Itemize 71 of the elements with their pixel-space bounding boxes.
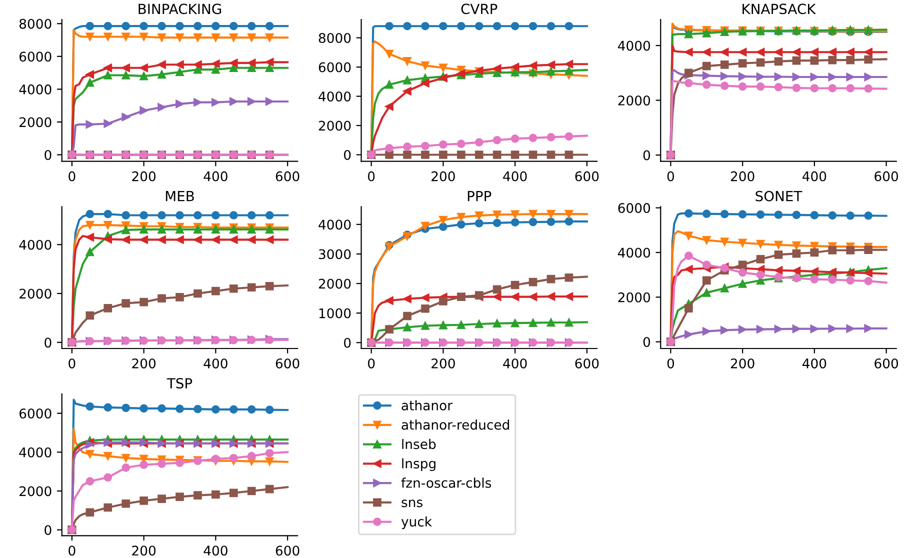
chart-title: TSP — [166, 378, 192, 389]
x-tick-label: 200 — [432, 358, 455, 368]
x-tick-label: 400 — [204, 546, 228, 556]
x-tick-label: 200 — [132, 546, 156, 556]
legend-label: fzn-oscar-cbls — [401, 478, 492, 488]
y-tick-label: 2000 — [618, 292, 650, 302]
x-tick-label: 600 — [575, 358, 599, 368]
y-tick-label: 0 — [44, 338, 52, 348]
y-tick-label: 2000 — [20, 288, 52, 299]
x-tick-label: 400 — [204, 171, 228, 182]
x-tick-label: 200 — [132, 171, 156, 182]
y-tick-label: 0 — [344, 150, 351, 160]
x-tick-label: 0 — [368, 171, 375, 182]
chart-title: SONET — [756, 190, 802, 202]
legend-label: sns — [402, 500, 422, 508]
x-tick-label: 200 — [730, 171, 754, 182]
x-tick-label: 400 — [802, 358, 826, 368]
y-tick-label: 4000 — [618, 40, 650, 51]
x-tick-label: 600 — [276, 546, 300, 556]
y-tick-label: 0 — [44, 150, 52, 160]
x-tick-label: 600 — [575, 171, 599, 182]
y-tick-label: 0 — [344, 338, 351, 348]
y-tick-label: 2000 — [20, 486, 52, 496]
y-tick-label: 4000 — [19, 84, 52, 94]
chart-title: MEB — [166, 191, 194, 202]
y-tick-label: 0 — [44, 525, 52, 536]
x-tick-label: 400 — [503, 358, 527, 368]
chart-title: KNAPSACK — [742, 4, 816, 14]
y-tick-label: 0 — [643, 337, 650, 348]
y-tick-label: 8000 — [318, 33, 351, 44]
y-tick-label: 6000 — [618, 203, 650, 214]
x-tick-label: 600 — [874, 358, 898, 368]
y-tick-label: 4000 — [19, 240, 52, 250]
legend-label: athanor-reduced — [402, 420, 509, 430]
x-tick-label: 400 — [503, 171, 527, 182]
x-tick-label: 0 — [368, 358, 375, 368]
x-tick-label: 600 — [276, 358, 300, 368]
y-tick-label: 4000 — [19, 447, 52, 458]
y-tick-label: 2000 — [318, 278, 351, 289]
x-tick-label: 400 — [204, 358, 228, 368]
x-tick-label: 0 — [68, 546, 76, 556]
legend-label: athanor — [402, 400, 453, 410]
chart-title: CVRP — [461, 4, 498, 14]
legend-label: lnspg — [402, 458, 436, 472]
y-tick-label: 4000 — [618, 248, 650, 258]
x-tick-label: 400 — [802, 171, 826, 182]
y-tick-label: 4000 — [318, 220, 351, 230]
y-tick-label: 2000 — [20, 117, 52, 128]
y-tick-label: 6000 — [20, 52, 52, 62]
chart-title: BINPACKING — [138, 4, 222, 14]
y-tick-label: 6000 — [318, 62, 351, 72]
y-tick-label: 4000 — [318, 91, 351, 102]
y-tick-label: 3000 — [318, 249, 351, 260]
y-tick-label: 2000 — [318, 120, 351, 131]
y-tick-label: 0 — [643, 150, 650, 160]
y-tick-label: 1000 — [319, 308, 351, 318]
x-tick-label: 600 — [874, 171, 898, 182]
x-tick-label: 200 — [132, 358, 156, 368]
legend-label: lnseb — [402, 438, 436, 450]
x-tick-label: 0 — [667, 358, 674, 368]
x-tick-label: 0 — [68, 358, 76, 368]
x-tick-label: 200 — [730, 358, 754, 368]
y-tick-label: 6000 — [20, 408, 52, 419]
x-tick-label: 200 — [432, 171, 455, 182]
legend-label: yuck — [401, 516, 432, 530]
x-tick-label: 0 — [68, 171, 76, 182]
x-tick-label: 0 — [667, 171, 674, 182]
y-tick-label: 2000 — [618, 96, 650, 106]
y-tick-label: 8000 — [19, 18, 52, 29]
x-tick-label: 600 — [276, 171, 300, 182]
chart-title: PPP — [468, 191, 492, 202]
